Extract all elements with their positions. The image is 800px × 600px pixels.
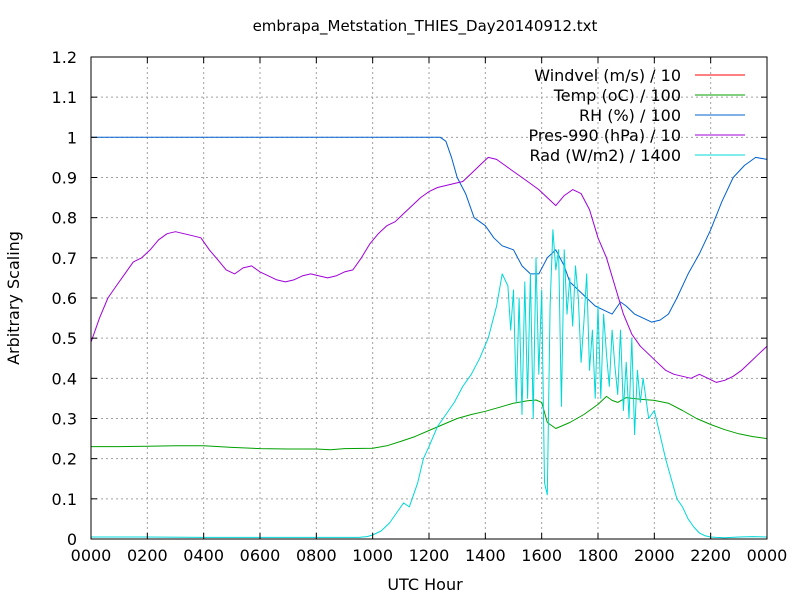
- x-tick-label: 0000: [747, 546, 788, 565]
- series-lines: [90, 136, 768, 539]
- x-tick-label: 0000: [71, 546, 112, 565]
- x-tick-label: 1000: [352, 546, 393, 565]
- legend-label-2: RH (%) / 100: [579, 106, 681, 125]
- y-tick-label: 0.7: [52, 249, 77, 268]
- chart-title: embrapa_Metstation_THIES_Day20140912.txt: [253, 17, 598, 36]
- y-tick-label: 0.1: [52, 490, 77, 509]
- y-tick-label: 1: [67, 128, 77, 147]
- legend-label-0: Windvel (m/s) / 10: [534, 66, 681, 85]
- y-tick-label: 0.2: [52, 450, 77, 469]
- series-line-1: [91, 395, 768, 451]
- series-line-4: [91, 229, 768, 539]
- series-line-2: [91, 136, 768, 323]
- x-tick-label: 2000: [634, 546, 675, 565]
- y-axis-label: Arbitrary Scaling: [4, 231, 23, 365]
- legend-label-1: Temp (oC) / 100: [553, 86, 681, 105]
- x-tick-label: 0200: [127, 546, 168, 565]
- axis-ticks: 0000 0200 0400 0600 0800 1000 1200 1400 1600 1800…: [52, 48, 788, 565]
- x-tick-label: 1400: [465, 546, 506, 565]
- x-tick-label: 0600: [240, 546, 281, 565]
- x-tick-label: 1200: [409, 546, 450, 565]
- legend-label-3: Pres-990 (hPa) / 10: [529, 126, 681, 145]
- legend-label-4: Rad (W/m2) / 1400: [529, 146, 681, 165]
- y-tick-label: 1.1: [52, 88, 77, 107]
- x-axis-label: UTC Hour: [387, 575, 463, 594]
- x-tick-label: 2200: [690, 546, 731, 565]
- x-tick-label: 0800: [296, 546, 337, 565]
- y-tick-label: 0.5: [52, 329, 77, 348]
- y-tick-label: 0.3: [52, 410, 77, 429]
- y-tick-label: 1.2: [52, 48, 77, 67]
- y-tick-label: 0: [67, 530, 77, 549]
- x-tick-label: 0400: [183, 546, 224, 565]
- y-tick-label: 0.9: [52, 169, 77, 188]
- x-tick-label: 1800: [578, 546, 619, 565]
- y-tick-label: 0.4: [52, 369, 77, 388]
- y-tick-label: 0.6: [52, 289, 77, 308]
- series-line-3: [90, 156, 768, 383]
- x-tick-label: 1600: [521, 546, 562, 565]
- y-tick-label: 0.8: [52, 209, 77, 228]
